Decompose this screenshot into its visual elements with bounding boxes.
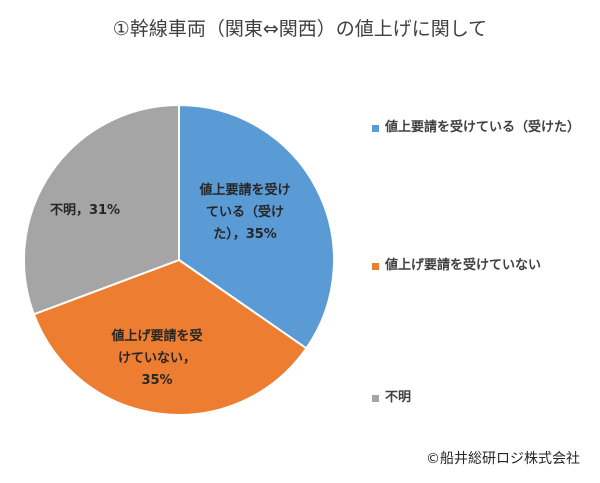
data-label-line: た），35%	[213, 227, 277, 242]
legend-item-unknown: 不明	[372, 388, 585, 408]
data-label-line: 値上要請を受け	[199, 183, 291, 198]
pie-slice-2	[23, 103, 180, 316]
pie-slice-0	[178, 103, 335, 350]
legend-swatch	[372, 395, 379, 402]
data-label-line: 35%	[141, 373, 173, 388]
chart-title: ①幹線車両（関東⇔関西）の値上げに関して	[112, 18, 488, 40]
data-label-line: けていない，	[117, 351, 196, 366]
legend-label: 値上げ要請を受けていない	[385, 258, 542, 273]
slice-data-label: 不明，31%	[30, 200, 140, 222]
copyright-credit: ©船井総研ロジ株式会社	[426, 451, 580, 467]
legend-item-received: 値上要請を受けている（受けた）	[372, 118, 585, 138]
data-label-line: 不明，31%	[49, 203, 121, 218]
legend-item-not-received: 値上げ要請を受けていない	[372, 256, 585, 276]
data-label-line: 値上げ要請を受	[111, 329, 203, 344]
data-label-line: ている（受け	[205, 205, 284, 220]
slice-data-label: 値上げ要請を受 けていない， 35%	[92, 326, 222, 392]
legend-swatch	[372, 263, 379, 270]
legend-label: 値上要請を受けている（受けた）	[385, 120, 581, 135]
pie-slice-1	[32, 258, 308, 416]
legend-swatch	[372, 125, 379, 132]
slice-data-label: 値上要請を受け ている（受け た），35%	[190, 180, 300, 246]
legend-label: 不明	[385, 390, 412, 405]
